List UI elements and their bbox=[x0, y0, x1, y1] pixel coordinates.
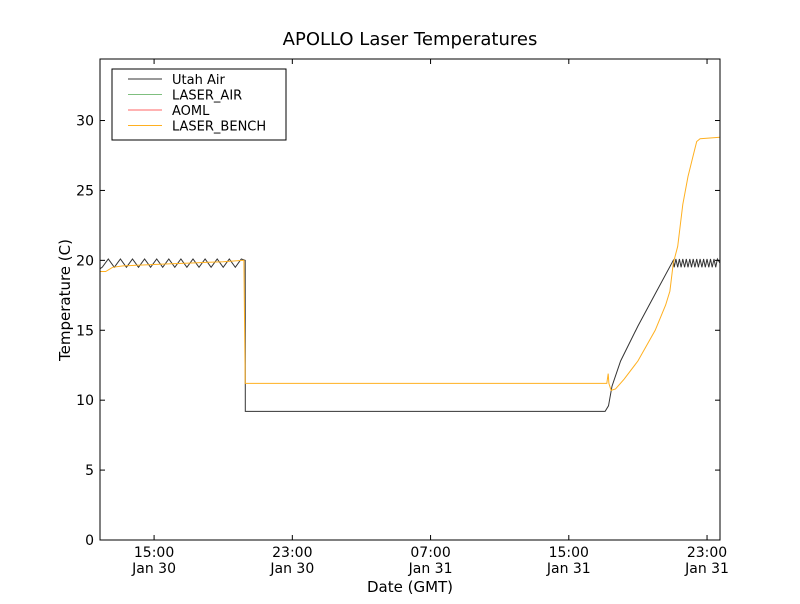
y-tick-label: 15 bbox=[76, 323, 94, 339]
series-line-laser-bench bbox=[100, 136, 721, 392]
plot-frame bbox=[99, 58, 721, 541]
x-tick-label: 23:00 bbox=[687, 545, 727, 561]
x-tick-label: 15:00 bbox=[134, 545, 174, 561]
y-tick-label: 5 bbox=[85, 463, 94, 479]
legend-label: Utah Air bbox=[172, 73, 225, 88]
legend-label: LASER_BENCH bbox=[172, 120, 266, 135]
chart-title: APOLLO Laser Temperatures bbox=[283, 29, 538, 50]
x-tick-date-label: Jan 31 bbox=[546, 561, 591, 577]
x-tick-label: 07:00 bbox=[410, 545, 450, 561]
y-tick-label: 20 bbox=[76, 253, 94, 269]
y-tick-label: 30 bbox=[76, 114, 94, 130]
x-tick-date-label: Jan 30 bbox=[269, 561, 314, 577]
y-axis-label: Temperature (C) bbox=[56, 239, 74, 362]
legend-label: AOML bbox=[172, 104, 210, 119]
x-tick-date-label: Jan 31 bbox=[408, 561, 453, 577]
legend-box bbox=[111, 68, 287, 141]
x-tick-label: 15:00 bbox=[549, 545, 589, 561]
y-tick-label: 10 bbox=[76, 393, 94, 409]
x-axis-label: Date (GMT) bbox=[367, 578, 453, 596]
y-tick-label: 0 bbox=[85, 533, 94, 549]
legend-label: LASER_AIR bbox=[172, 89, 242, 104]
y-tick-label: 25 bbox=[76, 183, 94, 199]
series-line-utah-air bbox=[99, 257, 721, 412]
x-tick-date-label: Jan 31 bbox=[684, 561, 729, 577]
x-tick-label: 23:00 bbox=[272, 545, 312, 561]
x-tick-date-label: Jan 30 bbox=[131, 561, 176, 577]
